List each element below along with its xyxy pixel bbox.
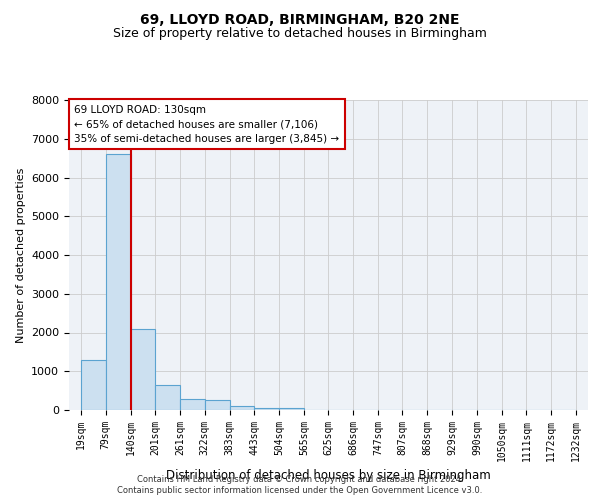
- Text: 69, LLOYD ROAD, BIRMINGHAM, B20 2NE: 69, LLOYD ROAD, BIRMINGHAM, B20 2NE: [140, 12, 460, 26]
- Bar: [254, 408, 279, 410]
- Bar: [180, 399, 205, 410]
- Bar: [155, 385, 180, 410]
- Text: Size of property relative to detached houses in Birmingham: Size of property relative to detached ho…: [113, 28, 487, 40]
- Bar: [131, 328, 155, 410]
- Bar: [230, 406, 254, 410]
- Text: 69 LLOYD ROAD: 130sqm
← 65% of detached houses are smaller (7,106)
35% of semi-d: 69 LLOYD ROAD: 130sqm ← 65% of detached …: [74, 104, 340, 144]
- Bar: [81, 360, 106, 410]
- Y-axis label: Number of detached properties: Number of detached properties: [16, 168, 26, 342]
- Bar: [106, 154, 131, 410]
- X-axis label: Distribution of detached houses by size in Birmingham: Distribution of detached houses by size …: [166, 469, 491, 482]
- Bar: [279, 408, 304, 410]
- Text: Contains HM Land Registry data © Crown copyright and database right 2024.: Contains HM Land Registry data © Crown c…: [137, 475, 463, 484]
- Text: Contains public sector information licensed under the Open Government Licence v3: Contains public sector information licen…: [118, 486, 482, 495]
- Bar: [205, 400, 230, 410]
